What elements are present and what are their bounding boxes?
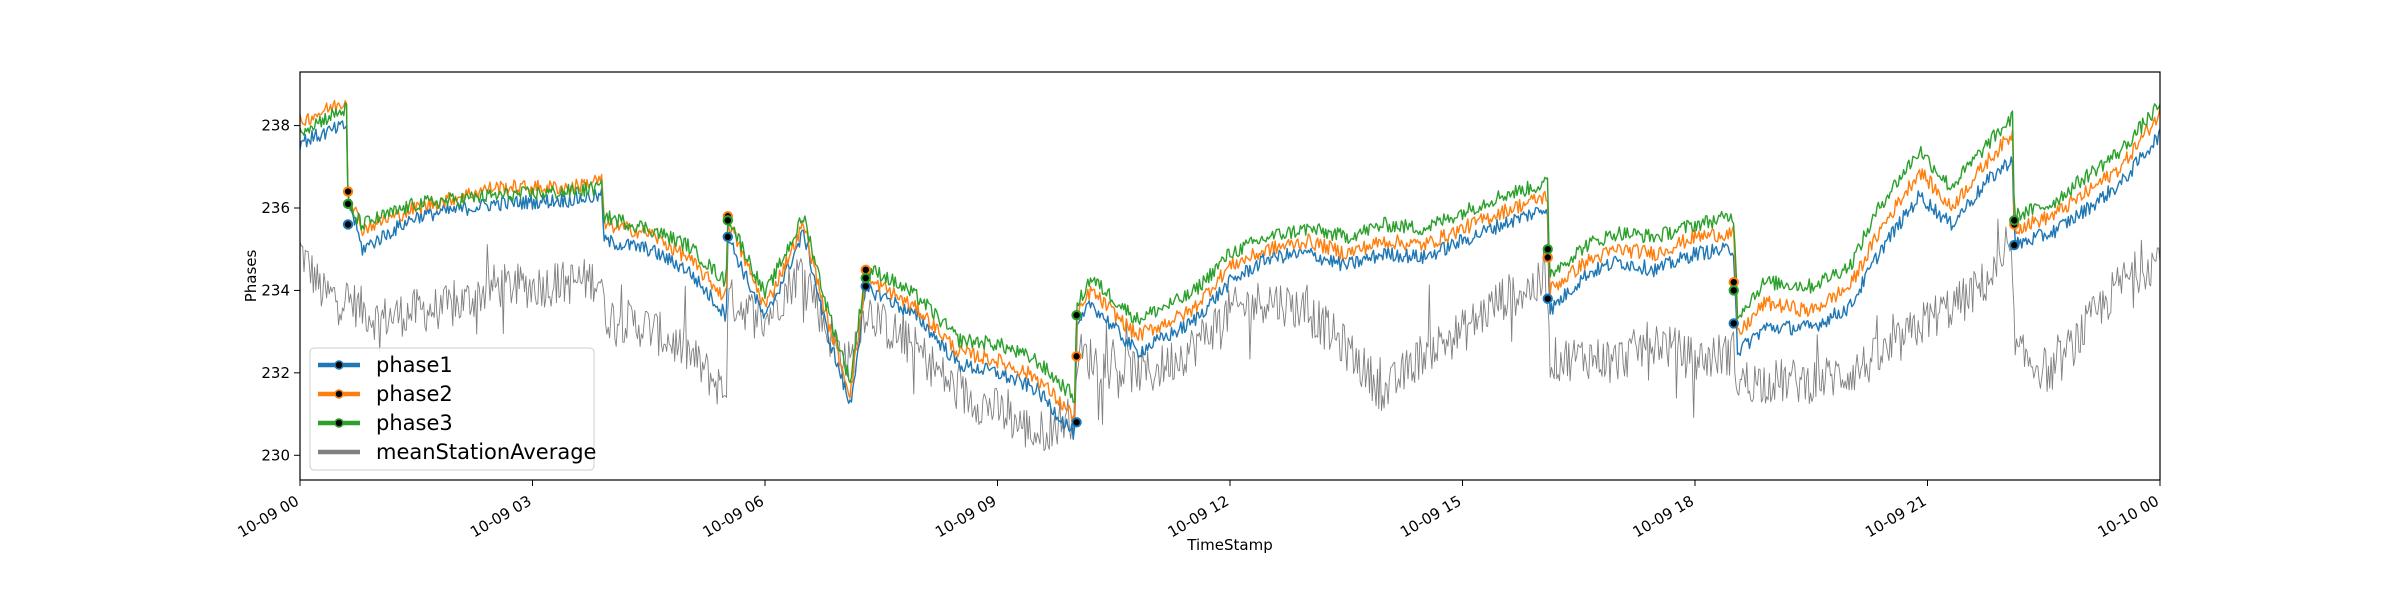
event-marker-phase1 <box>1728 318 1739 329</box>
event-marker-phase3 <box>722 215 733 226</box>
event-marker-phase1 <box>860 281 871 292</box>
y-tick-label: 234 <box>261 281 290 299</box>
event-marker-phase3 <box>860 272 871 284</box>
legend-label-meanStationAverage: meanStationAverage <box>376 440 596 464</box>
legend-label-phase2: phase2 <box>376 382 453 406</box>
event-marker-phase3 <box>2009 215 2020 226</box>
legend-label-phase1: phase1 <box>376 353 453 377</box>
legend-label-phase3: phase3 <box>376 411 453 435</box>
event-marker-phase1 <box>1071 417 1082 428</box>
series-line-meanStationAverage <box>300 218 2160 452</box>
event-marker-phase3 <box>1728 285 1739 296</box>
event-marker-phase3 <box>1071 309 1082 321</box>
event-marker-phase1 <box>722 231 733 243</box>
series-line-phase3 <box>300 102 2160 403</box>
event-marker-phase3 <box>342 198 354 210</box>
y-tick-label: 236 <box>261 199 290 217</box>
event-marker-phase3 <box>1542 244 1553 255</box>
event-marker-phase2 <box>1542 252 1553 263</box>
legend-marker-phase1 <box>334 360 344 370</box>
y-tick-label: 238 <box>261 117 290 135</box>
legend-box <box>309 347 595 471</box>
y-tick-label: 230 <box>261 446 290 464</box>
legend-marker-phase2 <box>334 389 344 399</box>
series-line-phase1 <box>300 120 2160 440</box>
event-marker-phase1 <box>342 219 354 230</box>
event-marker-phase1 <box>2009 239 2020 251</box>
event-marker-phase2 <box>342 186 354 197</box>
event-marker-phase2 <box>1728 276 1739 288</box>
x-axis-title: TimeStamp <box>1186 536 1272 554</box>
series-line-phase2 <box>300 99 2160 423</box>
event-marker-phase1 <box>1542 293 1553 304</box>
plot-area <box>300 99 2160 452</box>
y-axis-title: Phases <box>242 250 260 303</box>
legend: phase1 phase2 phase3 meanStationAverage <box>309 347 596 471</box>
y-tick-label: 232 <box>261 364 290 382</box>
y-axis: 230 232 234 236 238 <box>261 117 300 464</box>
event-marker-phase2 <box>1071 351 1082 362</box>
legend-marker-phase3 <box>334 418 344 428</box>
event-marker-phase2 <box>860 264 871 276</box>
